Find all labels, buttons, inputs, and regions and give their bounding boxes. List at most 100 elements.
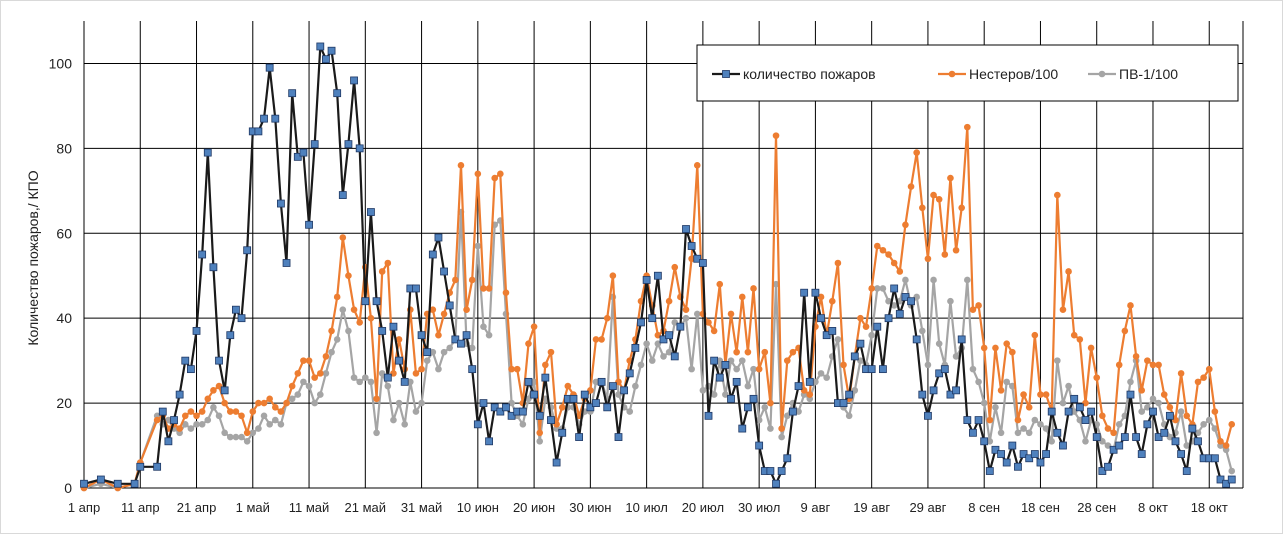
data-point bbox=[1171, 437, 1180, 446]
data-point bbox=[902, 221, 909, 229]
data-point bbox=[345, 272, 352, 280]
data-point bbox=[1217, 438, 1224, 445]
x-tick-label: 19 авг bbox=[853, 500, 890, 515]
data-point bbox=[1115, 421, 1123, 428]
y-tick-label: 40 bbox=[56, 310, 72, 326]
data-point bbox=[271, 114, 280, 123]
data-point bbox=[305, 357, 313, 364]
data-point bbox=[293, 152, 302, 161]
data-point bbox=[136, 462, 145, 471]
data-point bbox=[811, 288, 820, 297]
data-point bbox=[1020, 391, 1027, 398]
data-point bbox=[721, 360, 730, 369]
data-point bbox=[1177, 408, 1185, 415]
data-point bbox=[964, 276, 971, 284]
data-point bbox=[957, 335, 966, 344]
data-point bbox=[868, 331, 875, 339]
data-point bbox=[969, 428, 977, 437]
data-point bbox=[434, 233, 443, 242]
data-point bbox=[609, 272, 617, 280]
data-point bbox=[958, 204, 965, 212]
x-tick-label: 1 апр bbox=[68, 500, 100, 515]
data-point bbox=[777, 467, 786, 475]
data-point bbox=[749, 394, 758, 403]
data-point bbox=[1227, 475, 1236, 484]
data-point bbox=[288, 395, 296, 403]
data-point bbox=[328, 327, 335, 335]
data-point bbox=[873, 242, 881, 250]
data-point bbox=[930, 191, 937, 199]
data-point bbox=[840, 361, 847, 369]
data-point bbox=[418, 399, 425, 407]
data-point bbox=[294, 391, 302, 398]
x-tick-label: 11 май bbox=[289, 500, 330, 515]
data-point bbox=[232, 408, 240, 415]
legend-label: Нестеров/100 bbox=[969, 66, 1058, 82]
data-point bbox=[1070, 394, 1079, 403]
data-point bbox=[1188, 424, 1197, 433]
data-point bbox=[203, 148, 212, 157]
data-point bbox=[890, 284, 899, 293]
data-point bbox=[530, 378, 538, 386]
data-point bbox=[997, 387, 1005, 394]
data-point bbox=[716, 280, 724, 288]
data-point bbox=[553, 421, 560, 428]
data-point bbox=[412, 284, 420, 293]
data-point bbox=[113, 479, 122, 488]
data-point bbox=[153, 416, 161, 424]
data-point bbox=[974, 416, 983, 424]
data-point bbox=[1222, 479, 1231, 488]
data-point bbox=[947, 297, 954, 305]
data-point bbox=[311, 374, 318, 381]
data-point bbox=[412, 370, 420, 377]
data-point bbox=[828, 297, 836, 305]
data-point bbox=[1031, 416, 1039, 424]
data-point bbox=[1104, 462, 1112, 471]
data-point bbox=[305, 220, 313, 229]
data-point bbox=[1205, 416, 1213, 424]
y-tick-label: 20 bbox=[56, 395, 72, 411]
data-point bbox=[1076, 416, 1084, 424]
data-point bbox=[654, 331, 662, 339]
data-point bbox=[1177, 370, 1185, 377]
data-point bbox=[260, 399, 268, 407]
data-point bbox=[693, 162, 701, 169]
data-point bbox=[772, 280, 780, 288]
data-point bbox=[890, 259, 898, 267]
data-point bbox=[902, 276, 909, 284]
data-point bbox=[367, 314, 375, 322]
data-point bbox=[435, 331, 442, 339]
data-point bbox=[1211, 425, 1219, 432]
data-point bbox=[738, 424, 747, 433]
data-point bbox=[783, 454, 792, 463]
data-point bbox=[1228, 421, 1236, 428]
data-point bbox=[766, 467, 775, 475]
data-point bbox=[997, 450, 1005, 458]
data-point bbox=[823, 374, 830, 381]
data-point bbox=[660, 353, 667, 360]
data-point bbox=[243, 429, 251, 437]
data-point bbox=[1031, 331, 1039, 339]
data-point bbox=[1065, 382, 1072, 390]
data-point bbox=[271, 404, 279, 411]
legend-items: количество пожаров Нестеров/100 ПВ-1/100 bbox=[712, 66, 1178, 82]
data-point bbox=[356, 319, 363, 326]
data-point bbox=[1030, 450, 1039, 458]
data-point bbox=[693, 310, 701, 318]
x-tick-label: 30 июн bbox=[569, 500, 611, 515]
data-point bbox=[822, 331, 831, 340]
data-point bbox=[1166, 404, 1174, 411]
data-point bbox=[401, 421, 408, 428]
data-point bbox=[992, 344, 999, 352]
data-point bbox=[1149, 395, 1157, 403]
data-point bbox=[828, 327, 837, 335]
data-point bbox=[192, 327, 201, 335]
data-point bbox=[215, 382, 223, 390]
data-point bbox=[305, 382, 313, 390]
data-point bbox=[895, 310, 904, 318]
data-point bbox=[390, 416, 397, 424]
legend-marker bbox=[948, 70, 956, 78]
data-point bbox=[569, 394, 578, 403]
x-axis-ticks: 1 апр 11 апр 21 апр 1 май 11 май 21 май 31 май… bbox=[68, 500, 1228, 515]
